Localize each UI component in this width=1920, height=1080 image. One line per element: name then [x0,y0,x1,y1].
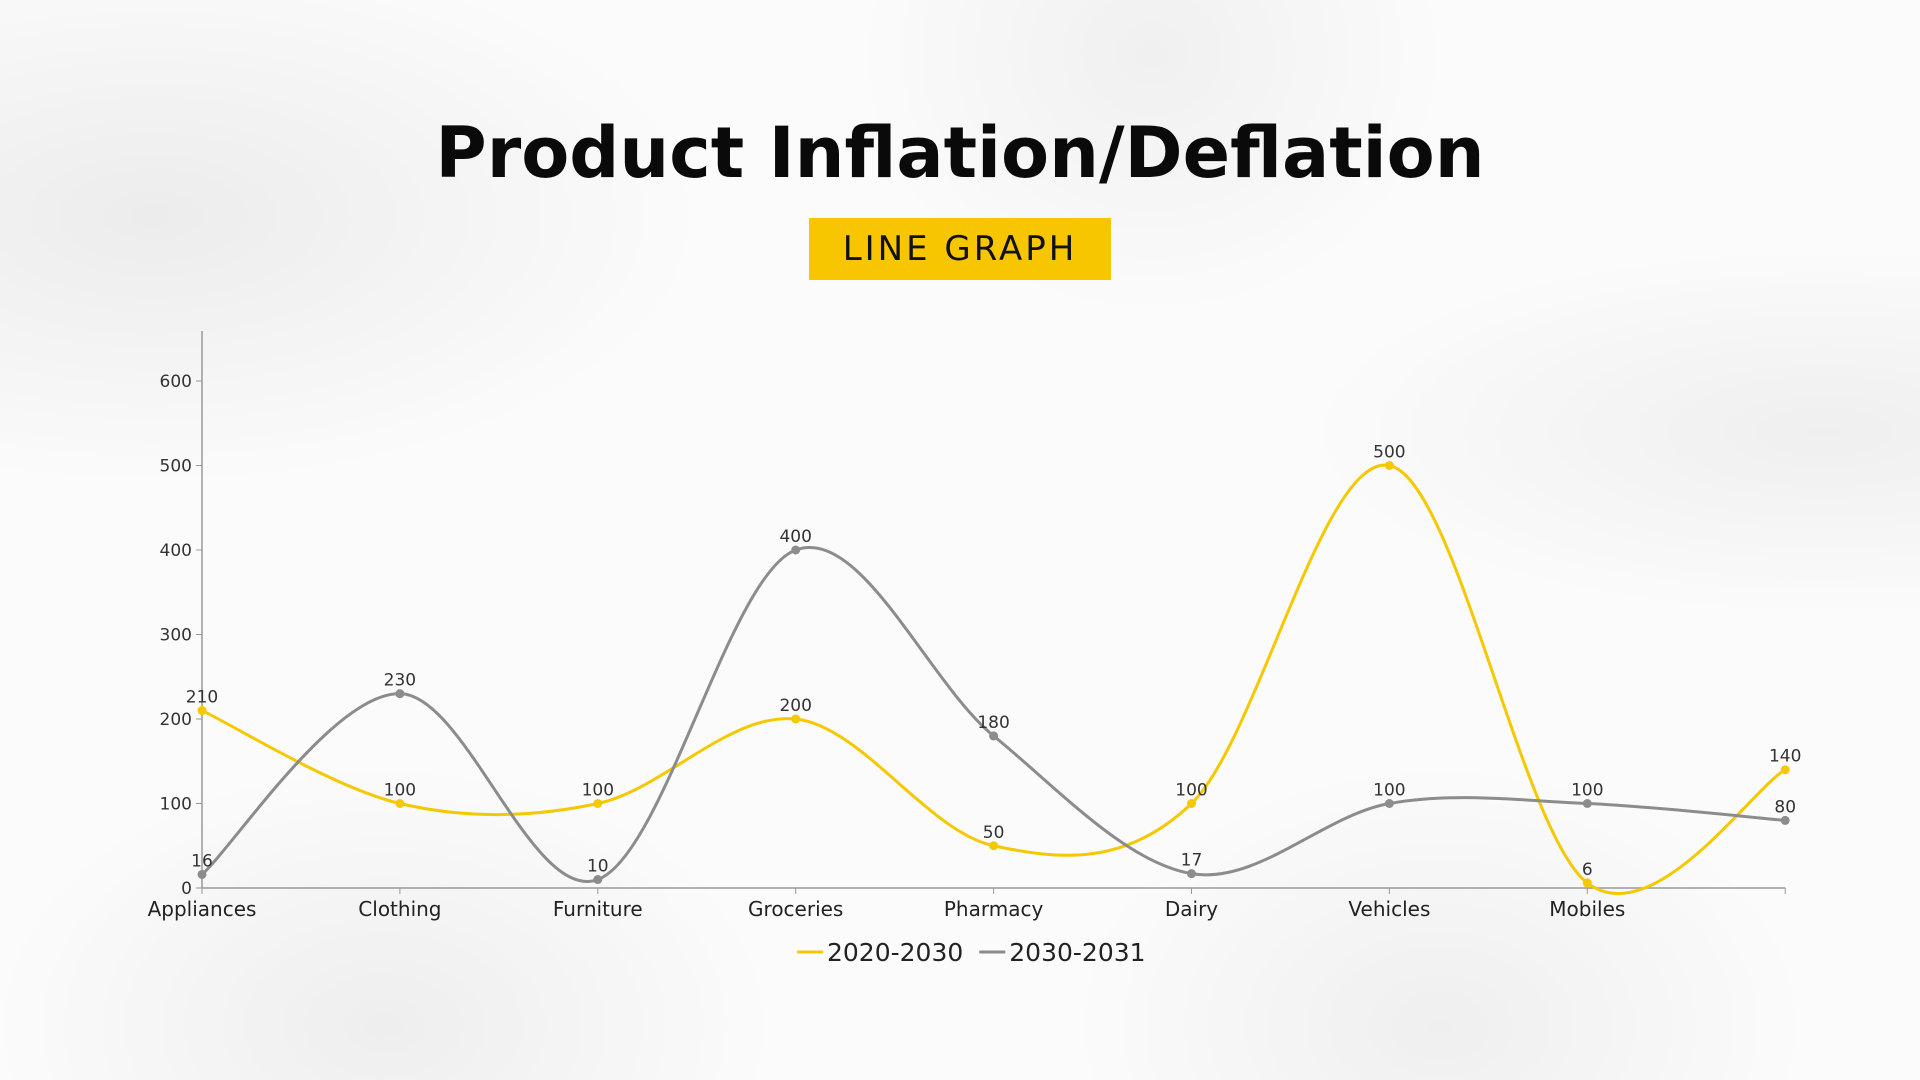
x-tick-label: Dairy [1165,897,1218,921]
data-label: 16 [191,851,213,871]
data-label: 100 [1175,781,1207,801]
data-point [989,731,999,741]
data-point [1187,799,1196,808]
y-tick-label: 300 [160,626,192,646]
data-label: 210 [186,688,218,708]
y-tick-label: 100 [160,795,192,815]
x-tick-label: Mobiles [1549,897,1625,921]
data-label: 200 [779,696,811,716]
x-tick-label: Groceries [748,897,843,921]
data-label: 80 [1774,797,1796,817]
x-tick-label: Clothing [358,897,441,921]
data-label: 100 [384,781,416,801]
series-line-2030-2031 [200,546,1786,883]
data-point [1384,461,1394,470]
legend-label: 2020-2030 [827,938,963,967]
data-label: 230 [384,671,416,691]
data-point [989,841,999,851]
x-tick-label: Furniture [553,897,643,921]
y-tick-label: 500 [160,457,192,477]
data-point [395,689,405,699]
data-label: 140 [1769,747,1801,767]
data-point [1187,869,1196,879]
data-label: 100 [582,781,614,801]
data-point [1384,799,1394,808]
data-label: 17 [1181,851,1203,871]
data-point [395,799,405,808]
y-tick-label: 0 [181,879,192,899]
data-point [1780,815,1790,825]
data-label: 50 [983,823,1005,843]
data-label: 100 [1373,781,1405,801]
data-point [1582,878,1592,888]
data-label: 10 [587,857,609,877]
data-point [197,706,207,716]
y-tick-label: 200 [160,710,192,730]
data-point [791,714,801,724]
y-tick-label: 600 [160,372,192,392]
data-point [1780,765,1790,775]
data-label: 180 [977,713,1009,733]
data-label: 6 [1582,860,1593,880]
data-point [1582,799,1592,808]
data-point [791,545,801,555]
page-title: Product Inflation/Deflation [435,112,1485,194]
data-label: 100 [1571,781,1603,801]
data-point [593,799,603,808]
legend-label: 2030-2031 [1009,938,1145,967]
data-point [197,869,207,879]
x-tick-label: Pharmacy [944,897,1044,921]
subtitle-badge: LINE GRAPH [809,218,1111,280]
x-tick-label: Vehicles [1348,897,1430,921]
data-point [593,875,603,885]
data-label: 500 [1373,443,1405,463]
y-tick-label: 400 [160,541,192,561]
x-tick-label: Appliances [148,897,257,921]
data-label: 400 [779,527,811,547]
